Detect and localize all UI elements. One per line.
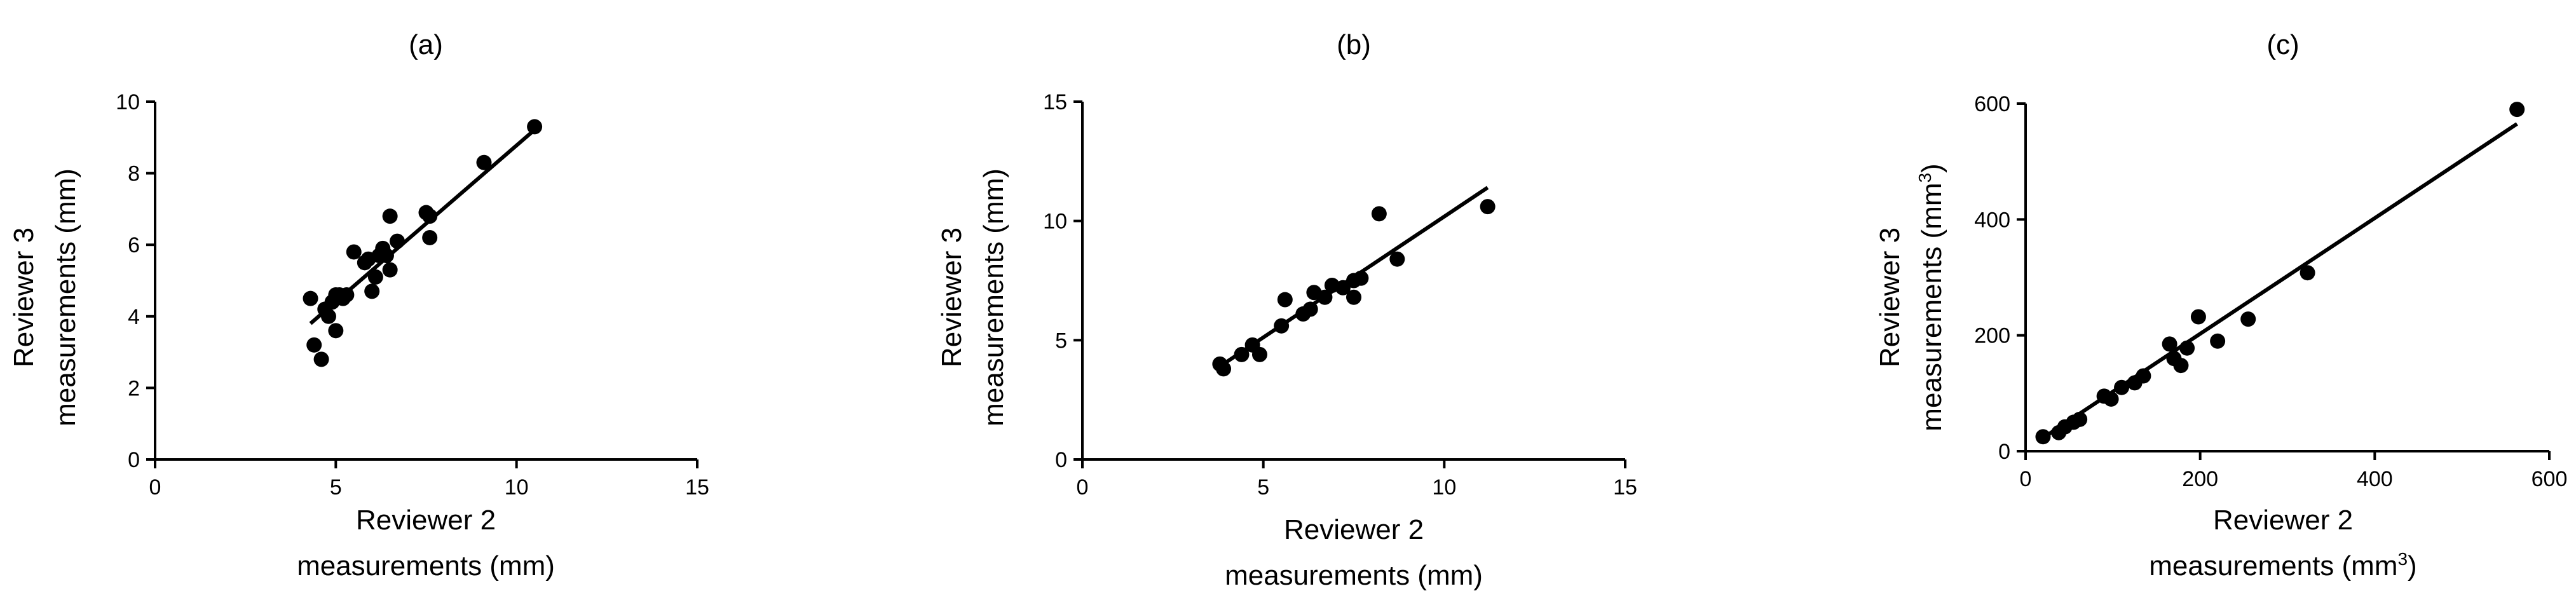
panel-c-plot: 0 200 400 600 0 200 400 600 (1974, 92, 2567, 491)
panel-c-x-tick-label: 200 (2182, 467, 2218, 491)
panel-b-data-point (1389, 251, 1405, 267)
panel-a-data-point (303, 290, 318, 306)
panel-c-data-point (2103, 391, 2119, 407)
panel-c-data-point (2240, 311, 2256, 327)
panel-a-data-point (320, 308, 336, 324)
panel-b-y-tick-label: 15 (1043, 90, 1067, 114)
panel-b-data-point (1346, 289, 1361, 305)
panel-b-x-tick-label: 0 (1077, 475, 1089, 500)
panel-b-title: (b) (1337, 29, 1371, 60)
panel-c-data-point (2179, 340, 2195, 356)
panel-a-data-point (306, 337, 322, 353)
panel-c-xlabel-main: measurements (mm (2149, 550, 2397, 581)
panel-a-data-point (346, 244, 362, 260)
panel-c-xlabel-line2: measurements (mm3) (2149, 549, 2416, 581)
panel-b-y-tick-label: 5 (1055, 329, 1067, 353)
panel-b-data-point (1277, 292, 1293, 308)
panel-c-data-point (2114, 379, 2130, 395)
chart-panel-b: (b) Reviewer 3 measurements (mm) Reviewe… (936, 29, 1637, 591)
panel-a-data-point (367, 269, 383, 285)
panel-b-xlabel-line2: measurements (mm) (1225, 560, 1483, 591)
panel-a-y-tick-label: 10 (116, 90, 140, 114)
panel-c-y-tick-label: 600 (1974, 92, 2010, 116)
panel-c-data-point (2136, 368, 2151, 384)
panel-a-x-tick-label: 5 (330, 475, 342, 500)
panel-a-data-point (422, 229, 438, 245)
panel-c-title: (c) (2266, 29, 2299, 60)
panel-a-y-tick-label: 8 (128, 162, 140, 186)
panel-b-ylabel-line2: measurements (mm) (978, 168, 1009, 426)
panel-c-x-tick-label: 600 (2532, 467, 2568, 491)
panel-b-data-point (1335, 280, 1351, 296)
panel-b-x-tick-label: 10 (1432, 475, 1456, 500)
panel-a-x-tick-label: 0 (149, 475, 161, 500)
panel-b-data-point (1234, 346, 1250, 362)
panel-b-data-point (1480, 199, 1496, 215)
panel-b-x-tick-label: 5 (1257, 475, 1269, 500)
panel-c-ylabel-main: measurements (mm (1916, 183, 1947, 432)
panel-c-ylabel-close: ) (1916, 163, 1947, 173)
panel-b-ylabel-line1: Reviewer 3 (936, 228, 967, 367)
panel-c-xlabel-superscript: 3 (2397, 549, 2408, 569)
panel-c-ylabel-superscript: 3 (1915, 173, 1935, 183)
panel-a-ylabel-line1: Reviewer 3 (8, 228, 39, 367)
panel-c-data-point (2162, 336, 2177, 352)
panel-b-y-tick-label: 10 (1043, 210, 1067, 234)
panel-b-data-point (1353, 270, 1369, 286)
panel-c-data-point (2509, 102, 2525, 118)
panel-a-plot: 0 5 10 15 0 2 4 6 8 10 (116, 90, 709, 500)
panel-a-data-point (378, 248, 394, 264)
panel-c-ylabel-line1: Reviewer 3 (1874, 228, 1905, 367)
panel-a-data-point (382, 208, 398, 224)
panel-c-x-tick-label: 400 (2357, 467, 2393, 491)
panel-c-data-point (2300, 265, 2315, 281)
panel-a-data-point (328, 323, 344, 339)
panel-b-x-tick-label: 15 (1613, 475, 1637, 500)
panel-a-y-tick-label: 6 (128, 233, 140, 257)
panel-a-y-tick-label: 4 (128, 305, 140, 329)
panel-b-data-point (1216, 361, 1232, 377)
panel-a-data-point (527, 119, 543, 135)
panel-b-data-point (1371, 206, 1387, 222)
panel-c-x-tick-label: 0 (2020, 467, 2032, 491)
panel-b-xlabel-line1: Reviewer 2 (1284, 514, 1424, 545)
panel-b-data-point (1274, 318, 1290, 334)
panel-c-data-point (2072, 411, 2088, 427)
panel-a-x-tick-label: 15 (685, 475, 709, 500)
panel-c-data-point (2173, 358, 2189, 374)
panel-c-xlabel-line1: Reviewer 2 (2213, 505, 2353, 536)
panel-a-data-point (422, 208, 438, 224)
panel-b-data-point (1251, 346, 1267, 362)
panel-b-y-tick-label: 0 (1055, 448, 1067, 472)
panel-a-x-tick-label: 10 (505, 475, 529, 500)
panel-c-ylabel-line2: measurements (mm3) (1915, 163, 1947, 431)
chart-panel-c: (c) Reviewer 3 measurements (mm3) Review… (1874, 29, 2567, 581)
panel-a-data-point (339, 287, 355, 303)
panel-a-xlabel-line1: Reviewer 2 (356, 505, 496, 536)
panel-a-title: (a) (409, 29, 443, 60)
panel-b-data-point (1317, 289, 1333, 305)
panel-b-data-point (1302, 301, 1318, 317)
panel-a-ylabel-line2: measurements (mm) (50, 168, 81, 426)
panel-c-y-tick-label: 200 (1974, 324, 2010, 348)
panel-a-data-point (313, 351, 329, 367)
panel-a-data-point (476, 154, 492, 170)
panel-c-data-point (2210, 333, 2226, 349)
panel-a-y-tick-label: 2 (128, 376, 140, 400)
panel-a-data-point (390, 233, 405, 249)
panel-c-data-point (2190, 309, 2206, 325)
panel-c-y-tick-label: 400 (1974, 208, 2010, 232)
panel-a-y-tick-label: 0 (128, 448, 140, 472)
panel-a-data-point (382, 262, 398, 278)
panel-a-data-point (364, 283, 380, 299)
panel-c-y-tick-label: 0 (1998, 440, 2010, 464)
panel-c-data-point (2035, 429, 2051, 445)
panel-b-plot: 0 5 10 15 0 5 10 15 (1043, 90, 1637, 500)
panel-c-xlabel-close: ) (2408, 550, 2417, 581)
chart-panel-a: (a) Reviewer 3 measurements (mm) Reviewe… (8, 29, 709, 581)
panel-a-xlabel-line2: measurements (mm) (297, 550, 555, 581)
